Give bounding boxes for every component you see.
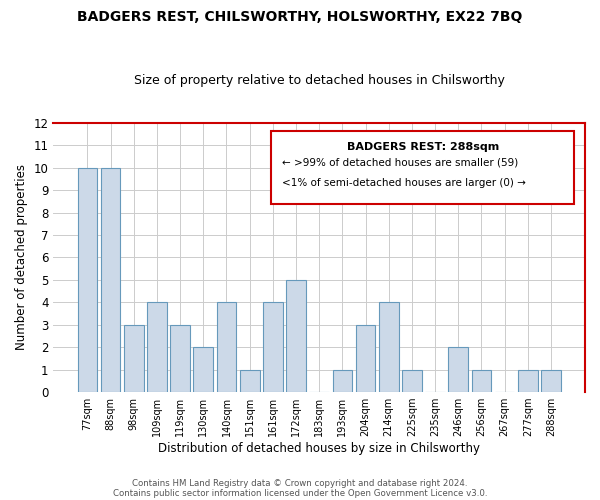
Bar [286,280,306,392]
Bar [193,347,213,392]
Bar [263,302,283,392]
Bar [101,168,121,392]
Bar [356,325,376,392]
Text: <1% of semi-detached houses are larger (0) →: <1% of semi-detached houses are larger (… [282,178,526,188]
Bar [217,302,236,392]
Bar [170,325,190,392]
Bar [541,370,561,392]
Bar [124,325,143,392]
Bar [147,302,167,392]
Bar [332,370,352,392]
Bar [448,347,468,392]
Title: Size of property relative to detached houses in Chilsworthy: Size of property relative to detached ho… [134,74,505,87]
Bar [402,370,422,392]
Text: Contains HM Land Registry data © Crown copyright and database right 2024.: Contains HM Land Registry data © Crown c… [132,478,468,488]
Text: BADGERS REST: 288sqm: BADGERS REST: 288sqm [347,142,499,152]
Text: ← >99% of detached houses are smaller (59): ← >99% of detached houses are smaller (5… [282,158,518,168]
Text: Contains public sector information licensed under the Open Government Licence v3: Contains public sector information licen… [113,488,487,498]
X-axis label: Distribution of detached houses by size in Chilsworthy: Distribution of detached houses by size … [158,442,480,455]
Text: BADGERS REST, CHILSWORTHY, HOLSWORTHY, EX22 7BQ: BADGERS REST, CHILSWORTHY, HOLSWORTHY, E… [77,10,523,24]
Bar [472,370,491,392]
Y-axis label: Number of detached properties: Number of detached properties [15,164,28,350]
FancyBboxPatch shape [271,131,574,204]
Bar [240,370,260,392]
Bar [77,168,97,392]
Bar [379,302,398,392]
Bar [518,370,538,392]
